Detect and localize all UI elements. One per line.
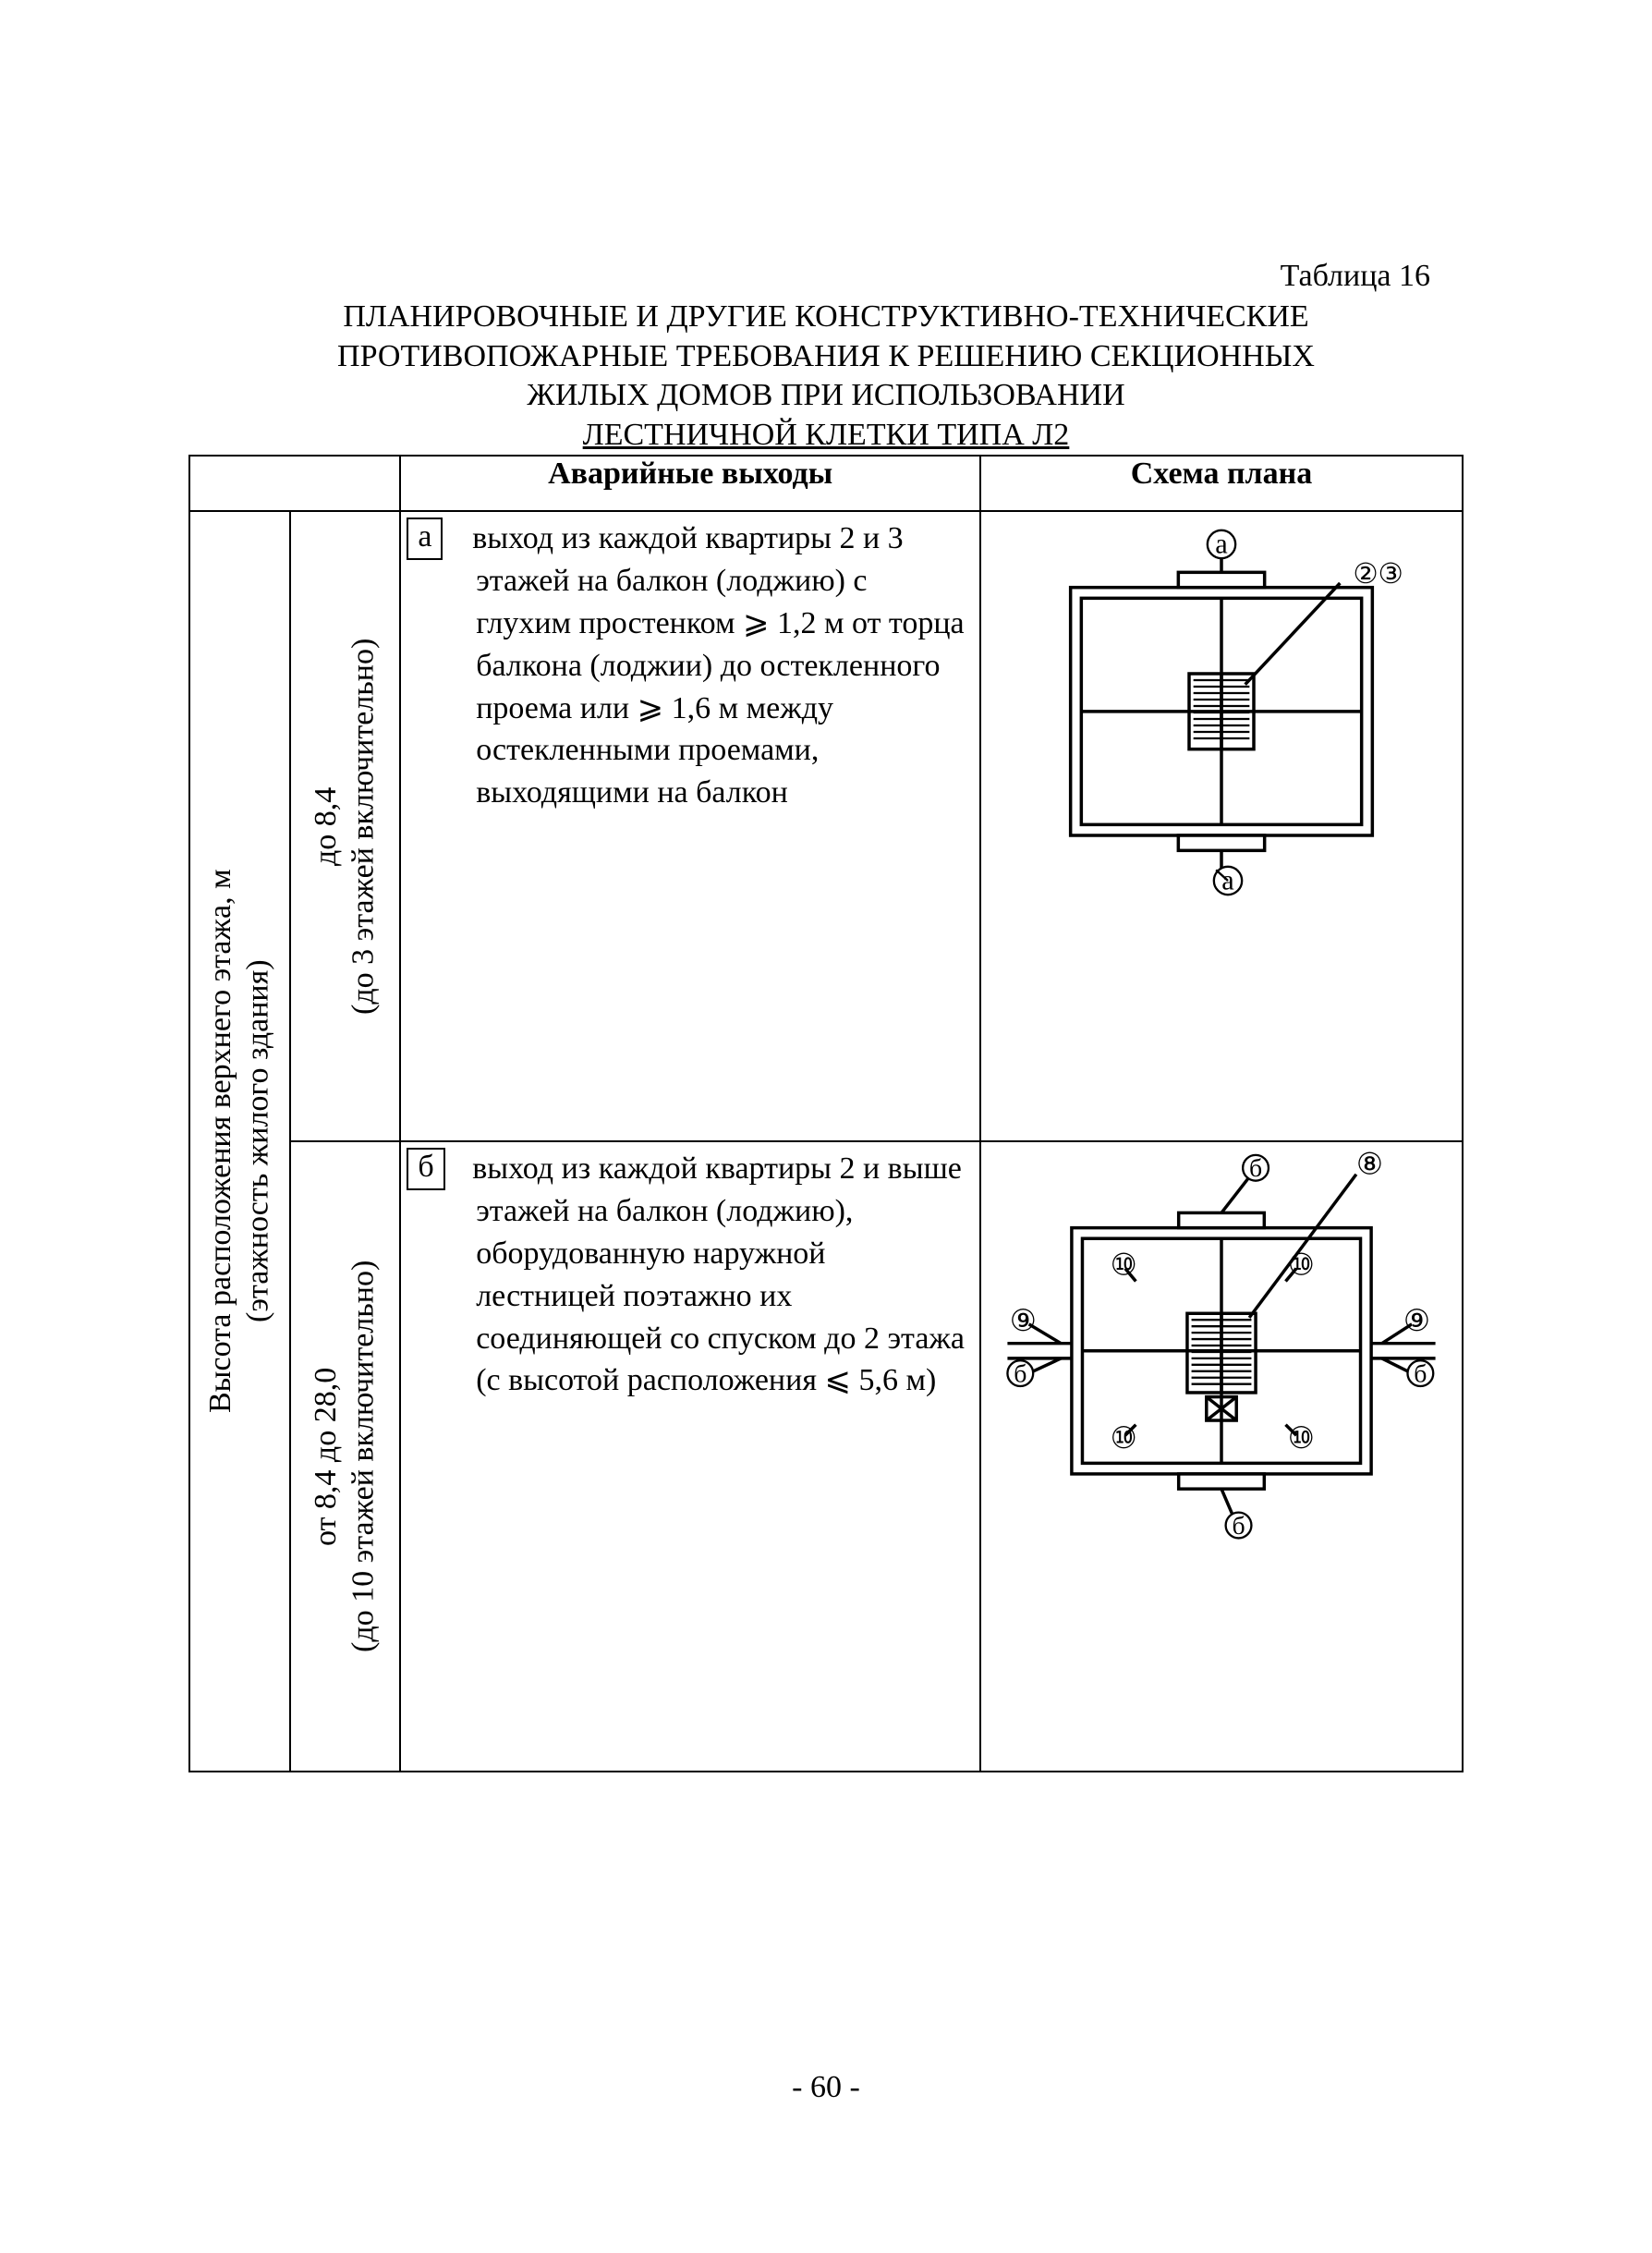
header-col-1 xyxy=(189,456,400,511)
sub-range-cell-a: до 8,4 (до 3 этажей включительно) xyxy=(290,511,400,1141)
header-col-3: Аварийные выходы xyxy=(400,456,980,511)
header-col-4: Схема плана xyxy=(980,456,1463,511)
plan-diagram-a: а ②③ а xyxy=(981,512,1462,900)
svg-text:б: б xyxy=(1232,1512,1245,1541)
row-height-label: Высота расположения верхнего этажа, м (э… xyxy=(190,512,289,1771)
callout-23: ②③ xyxy=(1353,558,1403,590)
left-header-line2: (этажность жилого здания) xyxy=(241,960,275,1323)
title-line-2: ПРОТИВОПОЖАРНЫЕ ТРЕБОВАНИЯ К РЕШЕНИЮ СЕК… xyxy=(337,339,1315,373)
table-row: от 8,4 до 28,0 (до 10 этажей включительн… xyxy=(189,1141,1463,1772)
left-header-line1: Высота расположения верхнего этажа, м xyxy=(203,870,237,1414)
callout-a-top: а xyxy=(1215,528,1228,559)
description-cell-a: выход из каждой квартиры 2 и 3 этажей на… xyxy=(465,511,980,1141)
row-height-label-cell: Высота расположения верхнего этажа, м (э… xyxy=(189,511,290,1772)
requirements-table: Аварийные выходы Схема плана Высота расп… xyxy=(188,455,1464,1772)
sub-range-a: до 8,4 (до 3 этажей включительно) xyxy=(291,512,399,1140)
svg-text:б: б xyxy=(1014,1359,1026,1388)
svg-text:⑨: ⑨ xyxy=(1403,1305,1430,1338)
title-line-3: ЖИЛЫХ ДОМОВ ПРИ ИСПОЛЬЗОВАНИИ xyxy=(527,378,1124,412)
svg-text:⑧: ⑧ xyxy=(1356,1149,1383,1182)
svg-text:⑩: ⑩ xyxy=(1111,1249,1137,1283)
title-line-1: ПЛАНИРОВОЧНЫЕ И ДРУГИЕ КОНСТРУКТИВНО-ТЕХ… xyxy=(343,299,1308,334)
svg-text:⑩: ⑩ xyxy=(1288,1249,1315,1283)
range-b-line1: от 8,4 до 28,0 xyxy=(309,1367,343,1545)
sub-range-cell-b: от 8,4 до 28,0 (до 10 этажей включительн… xyxy=(290,1141,400,1772)
row-letter-a: а xyxy=(407,518,443,560)
letter-cell-a: а xyxy=(400,511,465,1141)
letter-cell-b: б xyxy=(400,1141,465,1772)
svg-text:⑩: ⑩ xyxy=(1111,1422,1137,1455)
title-line-4: ЛЕСТНИЧНОЙ КЛЕТКИ ТИПА Л2 xyxy=(583,418,1070,452)
table-header-row: Аварийные выходы Схема плана xyxy=(189,456,1463,511)
range-b-line2: (до 10 этажей включительно) xyxy=(346,1260,381,1652)
document-page: Таблица 16 ПЛАНИРОВОЧНЫЕ И ДРУГИЕ КОНСТР… xyxy=(0,0,1652,2253)
svg-text:б: б xyxy=(1249,1154,1262,1183)
table-number-label: Таблица 16 xyxy=(185,259,1467,294)
plan-diagram-b: б ⑧ ⑩ ⑩ ⑨ ⑨ б б ⑩ ⑩ б xyxy=(981,1142,1462,1549)
diagram-cell-b: б ⑧ ⑩ ⑩ ⑨ ⑨ б б ⑩ ⑩ б xyxy=(980,1141,1463,1772)
svg-text:б: б xyxy=(1414,1359,1427,1388)
svg-text:⑩: ⑩ xyxy=(1288,1422,1315,1455)
table-row: Высота расположения верхнего этажа, м (э… xyxy=(189,511,1463,1141)
range-a-line1: до 8,4 xyxy=(309,786,343,865)
row-letter-b: б xyxy=(407,1148,444,1190)
range-a-line2: (до 3 этажей включительно) xyxy=(346,638,381,1014)
diagram-cell-a: а ②③ а xyxy=(980,511,1463,1141)
svg-text:⑨: ⑨ xyxy=(1010,1305,1037,1338)
description-cell-b: выход из каждой квартиры 2 и выше этажей… xyxy=(465,1141,980,1772)
description-a: выход из каждой квартиры 2 и 3 этажей на… xyxy=(465,512,979,827)
document-title: ПЛАНИРОВОЧНЫЕ И ДРУГИЕ КОНСТРУКТИВНО-ТЕХ… xyxy=(272,298,1380,455)
description-b: выход из каждой квартиры 2 и выше этажей… xyxy=(465,1142,979,1415)
page-number: - 60 - xyxy=(0,2070,1652,2105)
sub-range-b: от 8,4 до 28,0 (до 10 этажей включительн… xyxy=(291,1142,399,1771)
